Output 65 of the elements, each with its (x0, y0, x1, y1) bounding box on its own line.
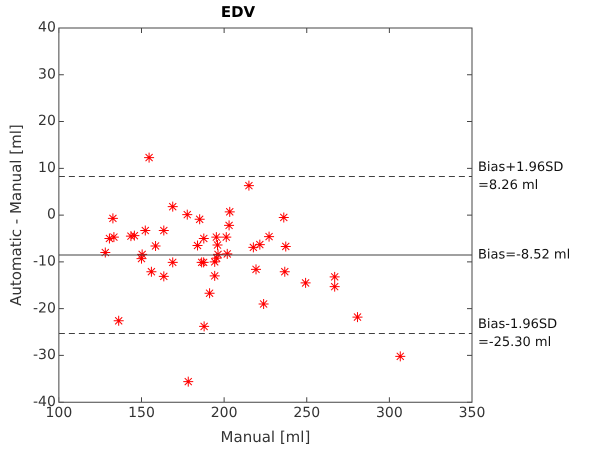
point (220, 232, 232, 243)
y-tick-label: -10 (32, 254, 56, 270)
ref-line-label: Bias+1.96SD =8.26 ml (478, 160, 564, 193)
point (144, 152, 155, 164)
point (329, 281, 340, 292)
point (158, 270, 170, 282)
point (212, 248, 224, 260)
point (204, 288, 216, 299)
point (224, 206, 236, 218)
point (300, 277, 312, 288)
x-tick-label: 250 (293, 405, 320, 422)
point (278, 212, 290, 223)
point (212, 240, 224, 251)
point (258, 298, 270, 310)
point (192, 240, 204, 252)
point (158, 225, 170, 236)
y-tick-label: -30 (32, 347, 56, 364)
x-axis-title: Manual [ml] (220, 428, 310, 446)
x-tick-label: 350 (458, 405, 486, 422)
point (108, 232, 120, 243)
y-tick-label: 0 (46, 206, 56, 223)
point (264, 231, 275, 242)
y-tick-label: 40 (38, 20, 56, 36)
point (279, 266, 290, 278)
point (107, 212, 118, 224)
point (140, 225, 151, 236)
x-tick-label: 150 (128, 405, 155, 422)
point (167, 256, 178, 268)
point (198, 232, 210, 244)
point (182, 209, 193, 220)
point (182, 376, 194, 388)
y-tick-label: 30 (38, 66, 56, 82)
y-tick-label: 20 (38, 113, 56, 130)
point (167, 201, 178, 212)
point (224, 220, 235, 231)
chart-title: EDV (220, 2, 256, 21)
point (329, 271, 340, 282)
point (146, 266, 157, 278)
point (211, 252, 222, 264)
point (210, 232, 222, 243)
point (198, 320, 210, 332)
point (194, 214, 206, 225)
point (243, 180, 254, 192)
point (254, 239, 266, 250)
point (150, 240, 162, 252)
point (352, 312, 363, 323)
point (250, 264, 262, 275)
ref-line-label: Bias-1.96SD =-25.30 ml (478, 316, 558, 350)
x-tick-label: 300 (376, 405, 403, 422)
point (113, 315, 124, 326)
point (104, 232, 115, 244)
point (209, 256, 220, 268)
point (100, 247, 111, 258)
point (394, 350, 406, 362)
y-tick-label: -20 (32, 300, 56, 316)
point (280, 240, 292, 252)
y-tick-label: 10 (38, 160, 56, 176)
y-axis-title: Automatic - Manual [ml] (6, 124, 25, 306)
point (125, 230, 136, 242)
point (222, 248, 233, 260)
point (209, 270, 220, 282)
ref-line-label: Bias=-8.52 ml (478, 247, 570, 262)
point (128, 230, 140, 242)
x-tick-label: 200 (210, 405, 238, 422)
point (248, 242, 259, 253)
